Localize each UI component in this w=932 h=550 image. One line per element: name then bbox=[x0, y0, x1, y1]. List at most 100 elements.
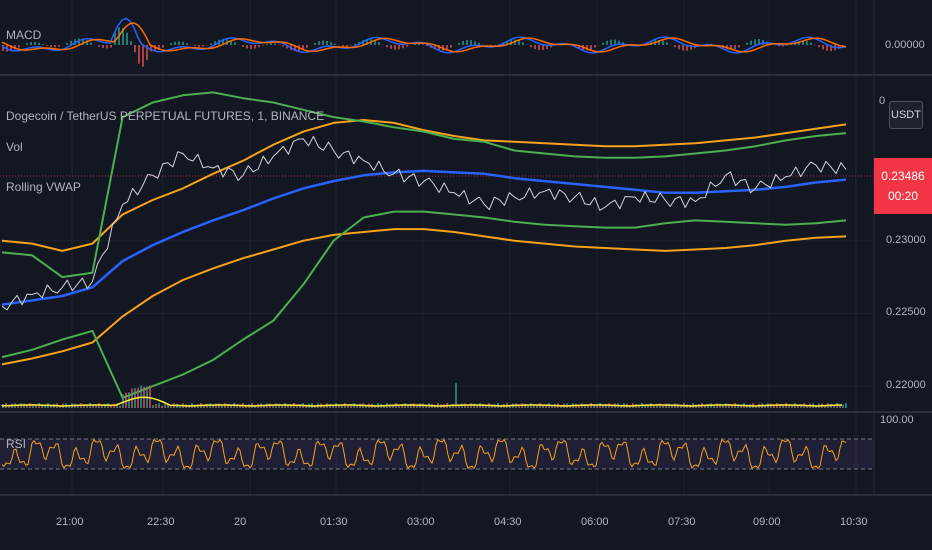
macd-histogram-bar bbox=[402, 45, 404, 49]
macd-histogram-bar bbox=[26, 43, 28, 45]
macd-histogram-bar bbox=[30, 42, 32, 45]
macd-histogram-bar bbox=[586, 45, 588, 51]
macd-histogram-bar bbox=[198, 45, 200, 47]
macd-histogram-bar bbox=[210, 43, 212, 45]
vol-indicator-label[interactable]: Vol bbox=[6, 140, 23, 154]
volume-bar bbox=[161, 405, 163, 408]
macd-histogram-bar bbox=[270, 43, 272, 45]
macd-histogram-bar bbox=[494, 45, 496, 46]
macd-histogram-bar bbox=[234, 42, 236, 45]
macd-histogram-bar bbox=[138, 45, 140, 64]
volume-bar bbox=[518, 405, 520, 408]
macd-histogram-bar bbox=[614, 39, 616, 45]
volume-bar bbox=[26, 405, 28, 408]
macd-histogram-bar bbox=[758, 39, 760, 45]
volume-bar bbox=[647, 404, 649, 408]
volume-bar bbox=[95, 404, 97, 408]
volume-bar bbox=[236, 404, 238, 408]
volume-bar bbox=[704, 405, 706, 408]
volume-bar bbox=[527, 405, 529, 408]
volume-bar bbox=[86, 404, 88, 408]
volume-bar bbox=[116, 403, 118, 408]
macd-histogram-bar bbox=[374, 40, 376, 45]
volume-bar bbox=[629, 405, 631, 408]
volume-bar bbox=[35, 404, 37, 408]
macd-histogram-bar bbox=[254, 45, 256, 49]
macd-histogram-bar bbox=[110, 45, 112, 48]
macd-histogram-bar bbox=[90, 42, 92, 45]
macd-histogram-bar bbox=[330, 42, 332, 45]
macd-histogram-bar bbox=[274, 43, 276, 45]
macd-histogram-bar bbox=[262, 45, 264, 46]
macd-histogram-bar bbox=[178, 41, 180, 45]
currency-unit-button[interactable]: USDT bbox=[889, 101, 923, 129]
volume-bar bbox=[788, 404, 790, 408]
macd-histogram-bar bbox=[282, 45, 284, 47]
bar-countdown: 00:20 bbox=[887, 189, 919, 203]
macd-histogram-bar bbox=[106, 45, 108, 49]
volume-bar bbox=[824, 405, 826, 408]
macd-histogram-bar bbox=[10, 45, 12, 52]
volume-bar bbox=[662, 405, 664, 408]
volume-bar bbox=[797, 404, 799, 408]
volume-bar bbox=[401, 404, 403, 408]
volume-bar bbox=[455, 382, 457, 408]
volume-bar bbox=[158, 403, 160, 408]
volume-bar bbox=[167, 403, 169, 408]
volume-bar bbox=[587, 404, 589, 408]
volume-bar bbox=[323, 405, 325, 408]
volume-bar bbox=[41, 404, 43, 408]
x-tick-label: 04:30 bbox=[494, 516, 522, 528]
macd-histogram-bar bbox=[686, 45, 688, 51]
volume-bar bbox=[593, 404, 595, 408]
macd-histogram-bar bbox=[150, 45, 152, 52]
volume-bar bbox=[59, 405, 61, 408]
macd-histogram-bar bbox=[434, 45, 436, 50]
volume-bar bbox=[68, 405, 70, 408]
macd-histogram-bar bbox=[426, 45, 428, 46]
macd-histogram-bar bbox=[98, 45, 100, 47]
macd-histogram-bar bbox=[2, 45, 4, 51]
symbol-title[interactable]: Dogecoin / TetherUS PERPETUAL FUTURES, 1… bbox=[6, 109, 325, 123]
macd-histogram-bar bbox=[474, 41, 476, 45]
volume-bar bbox=[104, 403, 106, 408]
last-price-value: 0.23486 bbox=[881, 169, 925, 183]
volume-bar bbox=[383, 405, 385, 408]
x-tick-label: 09:00 bbox=[753, 516, 781, 528]
volume-bar bbox=[578, 405, 580, 408]
macd-histogram-bar bbox=[822, 45, 824, 50]
macd-histogram-bar bbox=[782, 45, 784, 47]
macd-histogram-bar bbox=[674, 45, 676, 48]
volume-bar bbox=[773, 405, 775, 408]
volume-bar bbox=[119, 405, 121, 408]
macd-histogram-bar bbox=[18, 45, 20, 48]
macd-histogram-bar bbox=[658, 40, 660, 45]
volume-bar bbox=[533, 404, 535, 408]
volume-bar bbox=[203, 405, 205, 408]
volume-bar bbox=[740, 404, 742, 408]
volume-bar bbox=[545, 404, 547, 408]
macd-histogram-bar bbox=[386, 45, 388, 48]
volume-bar bbox=[131, 388, 133, 408]
volume-bar bbox=[560, 405, 562, 408]
macd-histogram-bar bbox=[182, 41, 184, 45]
macd-histogram-bar bbox=[78, 38, 80, 45]
macd-histogram-bar bbox=[306, 45, 308, 48]
volume-bar bbox=[602, 405, 604, 408]
macd-histogram-bar bbox=[506, 40, 508, 45]
macd-histogram-bar bbox=[378, 42, 380, 45]
volume-bar bbox=[509, 405, 511, 408]
volume-bar bbox=[263, 405, 265, 408]
x-tick-label: 03:00 bbox=[407, 516, 435, 528]
volume-bar bbox=[782, 405, 784, 408]
macd-histogram-bar bbox=[762, 39, 764, 45]
macd-signal-line bbox=[1, 22, 847, 53]
macd-histogram-bar bbox=[162, 45, 164, 48]
macd-histogram-bar bbox=[134, 45, 136, 53]
macd-histogram-bar bbox=[522, 42, 524, 45]
volume-bar bbox=[8, 405, 10, 408]
volume-bar bbox=[656, 403, 658, 408]
volume-bar bbox=[542, 404, 544, 408]
rolling-vwap-label[interactable]: Rolling VWAP bbox=[6, 180, 81, 194]
